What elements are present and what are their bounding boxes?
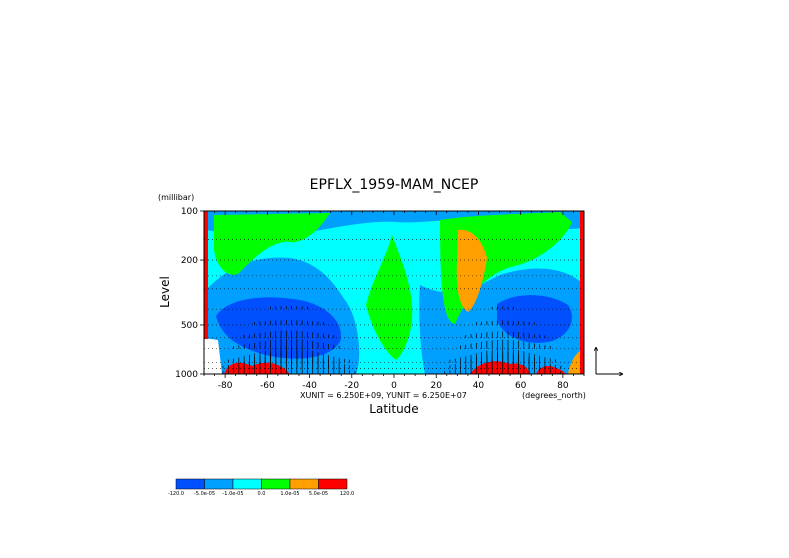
region-nh-surface-max-2 <box>536 366 566 374</box>
y-axis: 100 200 500 1000 <box>175 207 204 380</box>
region-sh-core <box>216 297 341 359</box>
x-tick-label: 40 <box>473 381 485 391</box>
y-tick-label: 200 <box>181 256 198 266</box>
x-tick-label: 20 <box>430 381 442 391</box>
y-axis-label: Level <box>158 276 172 308</box>
x-tick-label: 60 <box>515 381 527 391</box>
colorbar-swatch <box>261 478 291 490</box>
region-nh-surface-max <box>470 361 530 374</box>
colorbar-swatch <box>204 478 234 490</box>
colorbar-swatch <box>318 478 348 490</box>
region-sh-upper <box>214 213 330 275</box>
x-axis-label: Latitude <box>369 402 418 416</box>
y-unit-label: (millibar) <box>158 193 194 202</box>
region-nh-core <box>497 295 572 343</box>
colorbar: -120.0 -5.0e-05 -1.0e-05 0.0 1.0e-05 5.0e-05 1… <box>168 478 354 497</box>
colorbar-swatch <box>175 478 205 490</box>
vector-scale-note: XUNIT = 6.250E+09, YUNIT = 6.250E+07 <box>300 391 467 400</box>
edge-column-left <box>204 211 208 339</box>
colorbar-label: -1.0e-05 <box>223 491 244 497</box>
x-tick-label: -20 <box>344 381 359 391</box>
colorbar-label: 120.0 <box>340 491 354 497</box>
y-tick-label: 500 <box>181 321 198 331</box>
colorbar-label: -5.0e-05 <box>194 491 215 497</box>
colorbar-label: 1.0e-05 <box>280 491 299 497</box>
colorbar-label: -120.0 <box>168 491 184 497</box>
x-tick-label: -80 <box>218 381 233 391</box>
region-equatorial <box>366 235 413 360</box>
x-tick-label: 0 <box>391 381 397 391</box>
colorbar-swatch <box>232 478 262 490</box>
x-tick-label: -60 <box>260 381 275 391</box>
heatmap-field <box>204 211 584 374</box>
edge-column-right <box>580 211 584 374</box>
chart-title: EPFLX_1959-MAM_NCEP <box>310 177 479 193</box>
x-tick-label: 80 <box>557 381 569 391</box>
x-tick-label: -40 <box>302 381 317 391</box>
region-nh-orange <box>456 229 487 312</box>
y-tick-label: 1000 <box>175 370 198 380</box>
colorbar-label: 5.0e-05 <box>309 491 328 497</box>
colorbar-label: 0.0 <box>258 491 266 497</box>
region-missing <box>204 338 222 374</box>
colorbar-swatch <box>289 478 319 490</box>
y-tick-label: 100 <box>181 207 198 217</box>
ep-flux-vectors <box>222 306 562 374</box>
x-unit-label: (degrees_north) <box>522 391 586 400</box>
x-axis: -80 -60 -40 -20 0 20 40 60 80 <box>203 211 585 391</box>
vector-reference-key <box>596 348 622 374</box>
